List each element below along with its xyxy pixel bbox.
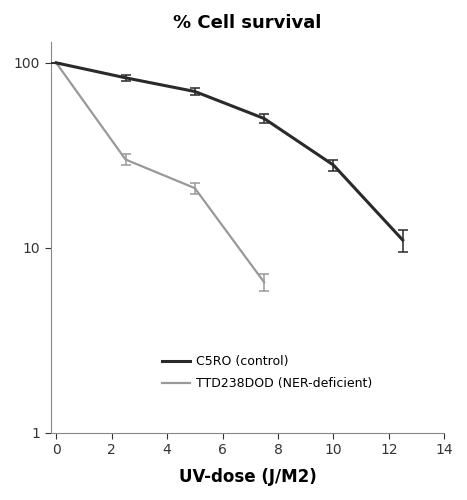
X-axis label: UV-dose (J/M2): UV-dose (J/M2) bbox=[178, 468, 316, 486]
Title: % Cell survival: % Cell survival bbox=[173, 14, 322, 32]
Legend: C5RO (control), TTD238DOD (NER-deficient): C5RO (control), TTD238DOD (NER-deficient… bbox=[157, 350, 377, 395]
